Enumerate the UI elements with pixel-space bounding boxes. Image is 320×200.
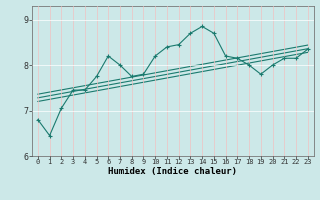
X-axis label: Humidex (Indice chaleur): Humidex (Indice chaleur) <box>108 167 237 176</box>
